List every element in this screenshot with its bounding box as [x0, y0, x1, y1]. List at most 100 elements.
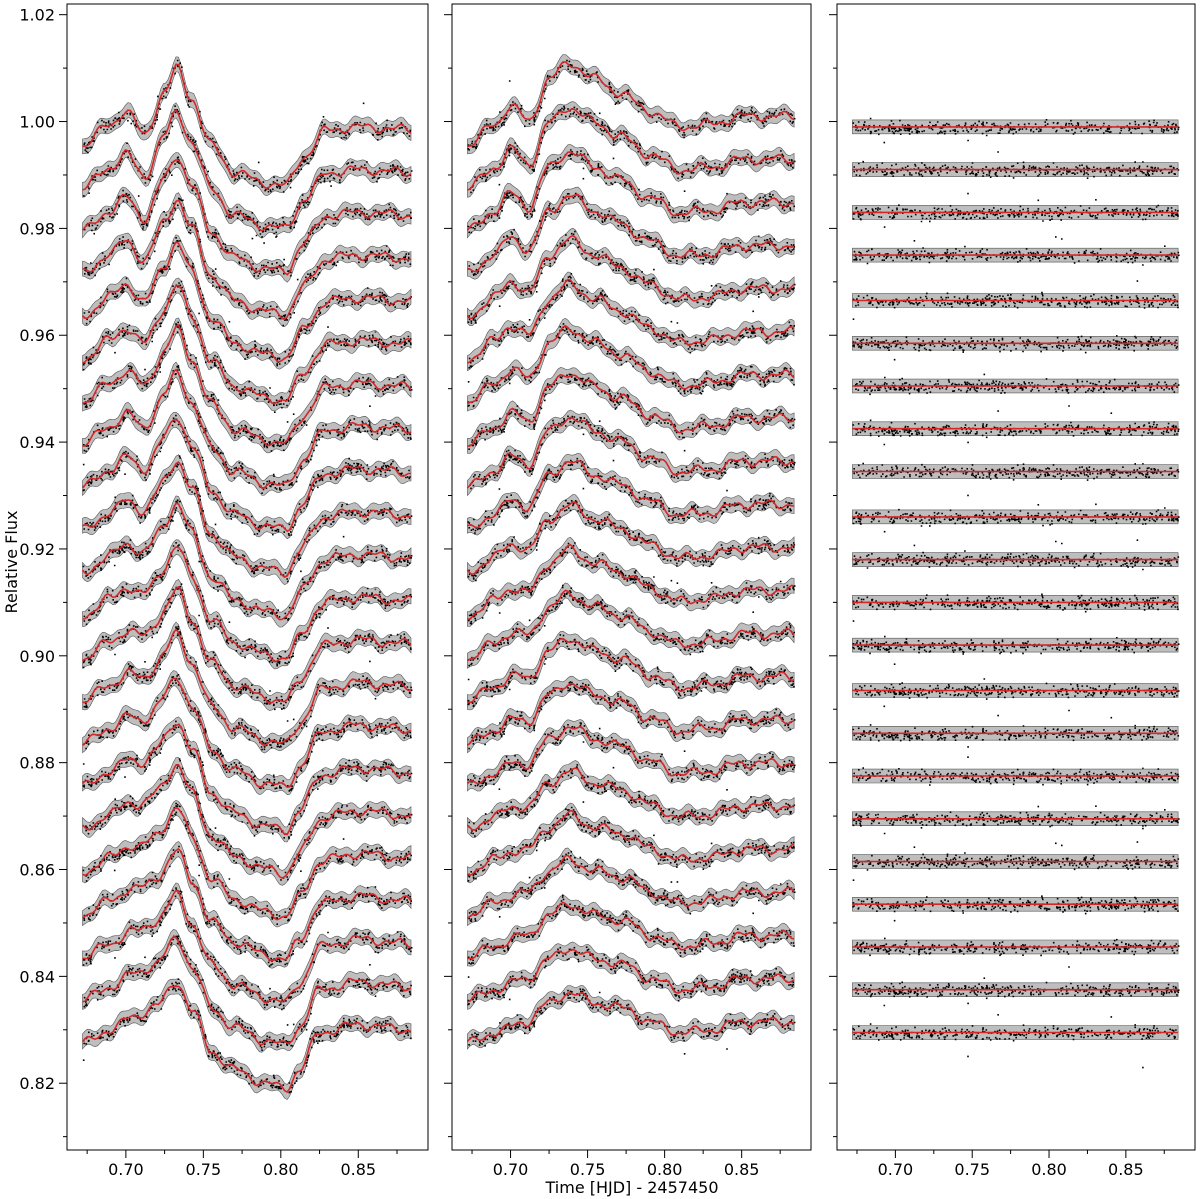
- data-points: [852, 199, 1179, 228]
- data-points: [852, 714, 1180, 770]
- light-curve-6: [467, 271, 795, 383]
- data-points: [82, 365, 412, 494]
- uncertainty-band: [467, 271, 795, 372]
- model-line: [82, 109, 412, 232]
- light-curve-20: [467, 894, 795, 978]
- light-curve-10: [852, 503, 1180, 533]
- light-curve-5: [852, 280, 1179, 320]
- model-line: [466, 854, 795, 919]
- light-curve-3: [81, 152, 412, 283]
- light-curve-1: [467, 54, 796, 155]
- y-tick-label: 0.96: [19, 326, 55, 345]
- uncertainty-band: [467, 452, 795, 536]
- light-curve-11: [852, 539, 1180, 571]
- model-line: [466, 151, 795, 231]
- light-curve-19: [466, 847, 796, 927]
- model-line: [82, 585, 412, 704]
- light-curve-11: [81, 495, 413, 628]
- light-curve-9: [852, 462, 1180, 497]
- light-curve-10: [82, 454, 413, 585]
- light-curve-15: [466, 675, 796, 754]
- light-curve-17: [81, 757, 413, 886]
- light-curve-16: [852, 767, 1180, 786]
- light-curve-17: [466, 760, 796, 842]
- uncertainty-band: [467, 537, 795, 627]
- light-curve-7: [852, 358, 1180, 414]
- model-line: [82, 628, 412, 747]
- x-tick-label: 0.75: [570, 1160, 606, 1179]
- model-line: [467, 901, 795, 960]
- model-line: [467, 543, 795, 620]
- y-tick-label: 0.86: [19, 861, 55, 880]
- light-curve-16: [466, 719, 796, 792]
- model-line: [81, 723, 412, 836]
- uncertainty-band: [467, 847, 795, 927]
- light-curve-9: [466, 409, 796, 497]
- data-points: [467, 584, 795, 681]
- model-line: [81, 159, 412, 276]
- model-line: [82, 935, 412, 1046]
- data-points: [468, 850, 796, 922]
- data-points: [853, 919, 1180, 968]
- y-tick-label: 0.92: [19, 540, 55, 559]
- panel-residuals: 0.70 0.75 0.80 0.85: [829, 3, 1196, 1179]
- data-points: [468, 681, 796, 752]
- model-line: [466, 726, 795, 785]
- model-line: [467, 278, 795, 364]
- light-curve-21: [82, 928, 412, 1053]
- data-points: [853, 539, 1180, 571]
- y-tick-label: 0.82: [19, 1074, 55, 1093]
- model-line: [81, 418, 411, 533]
- x-tick-label: 0.70: [108, 1160, 144, 1179]
- uncertainty-band: [82, 757, 412, 886]
- plot-area: [466, 54, 796, 1055]
- data-points: [852, 410, 1180, 465]
- light-curve-17: [852, 805, 1180, 835]
- data-points: [853, 151, 1180, 195]
- model-line: [467, 637, 795, 704]
- plot-area: [852, 117, 1180, 1069]
- data-points: [467, 149, 795, 238]
- y-tick-label: 0.98: [19, 219, 55, 238]
- light-curve-22: [852, 1014, 1179, 1069]
- data-points: [852, 1014, 1177, 1069]
- light-curve-19: [852, 895, 1179, 915]
- model-line: [466, 992, 795, 1043]
- model-line: [466, 416, 795, 489]
- model-line: [467, 193, 795, 273]
- light-curve-19: [82, 841, 413, 969]
- model-line: [82, 63, 412, 190]
- data-points: [82, 280, 412, 413]
- light-curve-1: [852, 117, 1180, 163]
- uncertainty-band: [82, 621, 412, 754]
- light-curve-2: [852, 151, 1180, 195]
- y-axis-title: Relative Flux: [2, 511, 21, 614]
- uncertainty-band: [82, 454, 412, 585]
- light-curve-22: [466, 985, 796, 1055]
- data-points: [468, 764, 796, 842]
- model-line: [82, 546, 412, 663]
- y-tick-label: 0.84: [19, 967, 55, 986]
- axes-frame: [66, 3, 429, 1151]
- data-points: [852, 805, 1180, 835]
- uncertainty-band: [467, 802, 795, 884]
- x-tick-label: 0.75: [954, 1160, 990, 1179]
- light-curve-18: [467, 802, 795, 884]
- light-curve-3: [852, 199, 1179, 228]
- data-points: [83, 935, 412, 1051]
- light-curve-15: [852, 714, 1180, 770]
- uncertainty-band: [82, 978, 412, 1100]
- model-line: [467, 61, 795, 148]
- uncertainty-band: [82, 192, 412, 328]
- x-tick-label: 0.80: [263, 1160, 299, 1179]
- model-line: [81, 241, 412, 363]
- data-points: [467, 457, 793, 539]
- uncertainty-band: [82, 495, 412, 628]
- x-tick-label: 0.85: [724, 1160, 760, 1179]
- light-curve-4: [82, 192, 412, 328]
- data-points: [82, 583, 412, 711]
- model-line: [467, 459, 795, 529]
- model-line: [467, 948, 795, 1003]
- panel-detrended-light-curves: 0.70 0.75 0.80 0.85: [444, 3, 812, 1179]
